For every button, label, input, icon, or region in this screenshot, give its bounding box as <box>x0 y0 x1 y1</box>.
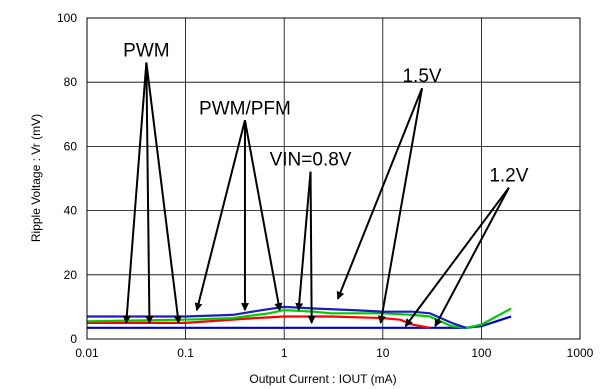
x-tick-label: 1 <box>281 346 288 360</box>
x-tick-label: 1000 <box>567 346 594 360</box>
y-axis-label: Ripple Voltage : Vr (mV) <box>29 114 43 242</box>
y-tick-label: 0 <box>70 332 77 346</box>
annotation-label: PWM/PFM <box>199 98 291 119</box>
x-axis-ticks: 0.01 0.1 1 10 100 1000 <box>75 346 593 360</box>
plot-grid <box>87 18 580 339</box>
x-tick-label: 100 <box>471 346 491 360</box>
y-tick-label: 80 <box>64 75 78 89</box>
x-tick-label: 10 <box>376 346 390 360</box>
annotation-arrow <box>145 62 154 324</box>
annotation-arrow <box>434 187 510 328</box>
annotation-arrow <box>404 187 510 327</box>
annotation-label: VIN=0.8V <box>270 150 352 171</box>
annotation-arrow <box>243 120 283 312</box>
annotation-arrow <box>194 120 246 312</box>
annotation-arrow <box>295 171 312 312</box>
plot-frame <box>86 17 581 340</box>
annotation-arrow <box>122 62 148 324</box>
series-line-2 <box>87 315 431 329</box>
y-tick-label: 60 <box>64 139 78 153</box>
annotation-arrow <box>145 62 182 324</box>
y-tick-label: 40 <box>64 204 78 218</box>
annotation-label: 1.2V <box>489 166 528 187</box>
x-axis-label: Output Current : IOUT (mA) <box>249 372 396 386</box>
x-tick-label: 0.01 <box>75 346 99 360</box>
annotation-arrow <box>307 171 316 324</box>
annotation-label: 1.5V <box>402 66 441 87</box>
annotation-arrow <box>377 88 424 324</box>
x-tick-label: 0.1 <box>177 346 194 360</box>
y-axis-ticks: 0 20 40 60 80 100 <box>57 11 77 346</box>
y-tick-label: 100 <box>57 11 77 25</box>
series-line-3 <box>86 307 512 329</box>
annotation-label: PWM <box>123 41 169 62</box>
series-line-4 <box>87 305 467 329</box>
annotation-arrow <box>336 87 423 300</box>
annotations: PWM PWM/PFM VIN=0.8V 1.5V 1.2V <box>122 41 529 328</box>
y-tick-label: 20 <box>64 268 78 282</box>
